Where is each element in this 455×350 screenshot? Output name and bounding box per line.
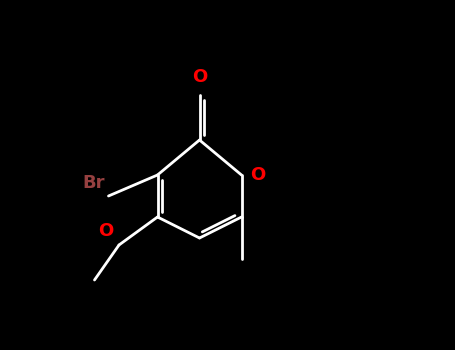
- Text: Br: Br: [82, 175, 105, 193]
- Text: O: O: [250, 166, 266, 184]
- Text: O: O: [192, 68, 207, 86]
- Text: O: O: [98, 222, 114, 240]
